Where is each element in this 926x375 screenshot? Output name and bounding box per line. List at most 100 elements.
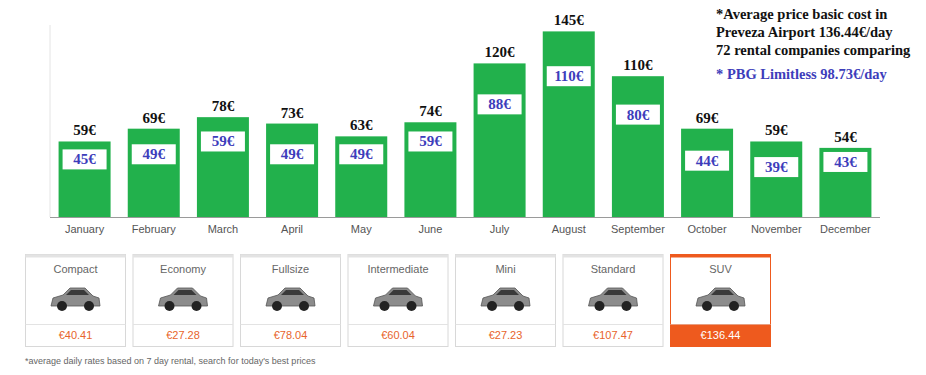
data-label: 88€ — [488, 96, 511, 112]
card-label: Economy — [160, 263, 206, 275]
car-wheel — [299, 301, 309, 311]
bar — [128, 129, 180, 217]
data-label: 73€ — [281, 105, 304, 121]
card-divider — [26, 324, 126, 325]
limitless-box — [132, 144, 176, 164]
car-wheel — [165, 301, 175, 311]
card-frame — [133, 255, 233, 347]
data-label: 59€ — [419, 133, 442, 149]
card-top — [133, 255, 233, 258]
data-label: 145€ — [554, 12, 585, 28]
limitless-box — [478, 94, 522, 114]
card-price: €60.04 — [381, 329, 415, 341]
data-label: 49€ — [143, 146, 166, 162]
card-divider — [456, 324, 556, 325]
category-card[interactable]: Mini €27.23 — [456, 255, 556, 347]
x-tick-label: September — [611, 223, 665, 235]
x-tick-label: July — [490, 223, 510, 235]
card-label: Compact — [53, 263, 97, 275]
card-price: €40.41 — [59, 329, 93, 341]
data-label: 80€ — [627, 107, 650, 123]
car-wheel — [514, 301, 524, 311]
bar — [750, 141, 802, 217]
card-label: Fullsize — [272, 263, 309, 275]
x-tick-label: August — [552, 223, 586, 235]
data-label: 78€ — [212, 98, 235, 114]
bar — [335, 136, 387, 217]
card-price: €78.04 — [274, 329, 308, 341]
data-label: 43€ — [834, 154, 857, 170]
data-label: 69€ — [696, 110, 719, 126]
limitless-box — [685, 151, 729, 171]
x-tick-label: October — [688, 223, 727, 235]
x-tick-label: April — [281, 223, 303, 235]
car-window — [66, 290, 89, 295]
bar — [819, 148, 871, 217]
card-top — [26, 255, 126, 258]
car-window — [174, 290, 197, 295]
x-tick-label: December — [820, 223, 871, 235]
limitless-box — [339, 144, 383, 164]
car-wheel — [192, 301, 202, 311]
car-window — [496, 290, 519, 295]
page: 59€69€78€73€63€74€120€145€110€69€59€54€4… — [0, 0, 926, 375]
annotation: *Average price basic cost in — [716, 6, 887, 22]
y-axis-line — [50, 25, 51, 217]
x-tick-label: March — [208, 223, 239, 235]
data-label: 74€ — [419, 103, 442, 119]
data-label: 69€ — [143, 110, 166, 126]
car-wheel — [702, 301, 712, 311]
data-label: 59€ — [212, 133, 235, 149]
category-card[interactable]: Standard€107.47 — [563, 255, 663, 347]
data-label: 110€ — [554, 68, 584, 84]
category-card[interactable]: Fullsize €78.04 — [241, 255, 341, 347]
card-price-bg — [671, 325, 771, 347]
card-price: €107.47 — [593, 329, 633, 341]
category-card[interactable]: SUV €136.44 — [671, 255, 771, 347]
category-card[interactable]: Intermediate €60.04 — [348, 255, 448, 347]
car-window — [389, 290, 412, 295]
category-card[interactable]: Economy€27.28 — [133, 255, 233, 347]
data-label: 45€ — [73, 151, 96, 167]
card-top — [241, 255, 341, 258]
data-label: 49€ — [281, 146, 304, 162]
limitless-box — [547, 66, 591, 86]
data-label: 120€ — [485, 44, 516, 60]
car-wheel — [57, 301, 67, 311]
card-top — [348, 255, 448, 258]
card-top — [671, 255, 771, 258]
limitless-box — [616, 105, 660, 125]
bar — [197, 117, 249, 217]
card-frame — [348, 255, 448, 347]
data-label: 63€ — [350, 117, 373, 133]
card-label: Mini — [495, 263, 515, 275]
card-frame — [26, 255, 126, 347]
category-card[interactable]: Compact €40.41 — [26, 255, 126, 347]
car-wheel — [84, 301, 94, 311]
car-wheel — [272, 301, 282, 311]
bars — [59, 31, 872, 217]
limitless-box — [63, 149, 107, 169]
limitless-box — [201, 131, 245, 151]
card-divider — [348, 324, 448, 325]
car-wheel — [595, 301, 605, 311]
car-wheel — [487, 301, 497, 311]
bar — [612, 76, 664, 217]
limitless-box — [823, 152, 867, 172]
bar — [404, 122, 456, 217]
card-price: €136.44 — [701, 329, 741, 341]
bar — [266, 124, 318, 217]
card-label: Intermediate — [367, 263, 428, 275]
bar — [474, 63, 526, 217]
x-tick-label: November — [751, 223, 802, 235]
card-top — [563, 255, 663, 258]
data-label: 49€ — [350, 146, 373, 162]
limitless-box — [408, 131, 452, 151]
x-axis-line — [50, 217, 880, 218]
card-top — [456, 255, 556, 258]
x-tick-label: February — [132, 223, 177, 235]
car-wheel — [622, 301, 632, 311]
bar — [59, 141, 111, 217]
card-price: €27.23 — [489, 329, 523, 341]
card-label: SUV — [709, 263, 732, 275]
